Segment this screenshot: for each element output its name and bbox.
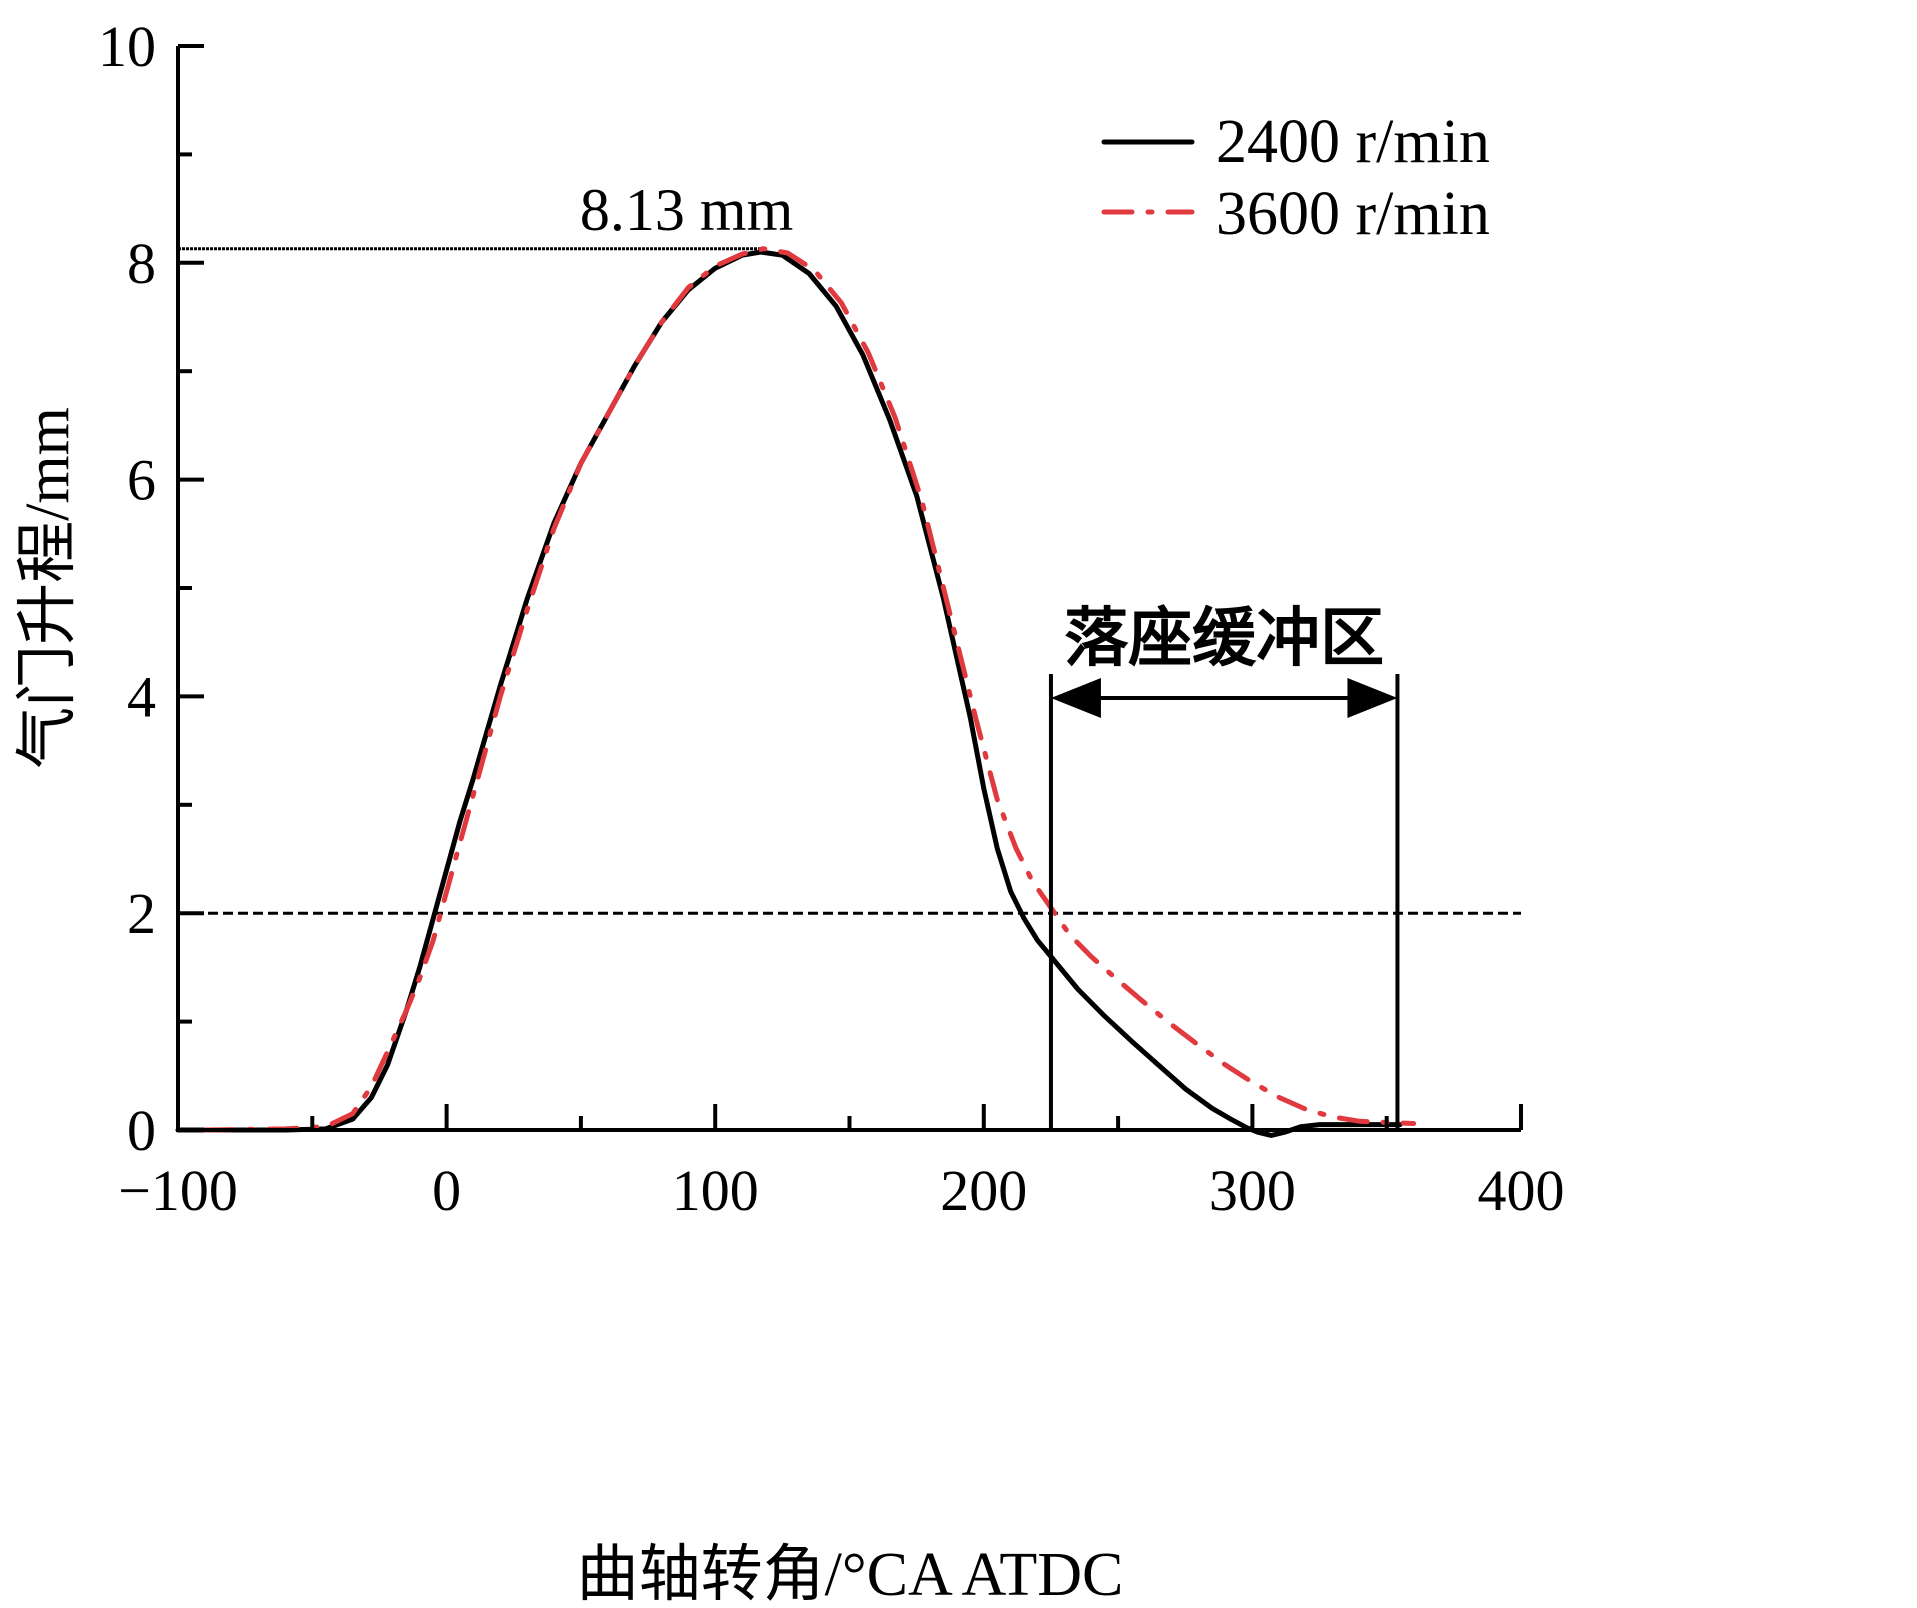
series-line-3600 — [202, 246, 1417, 1133]
peak-annotation: 8.13 mm — [580, 177, 793, 243]
y-tick-label: 0 — [127, 1098, 156, 1163]
legend-label-3600: 3600 r/min — [1216, 180, 1490, 248]
series-line-2400 — [175, 249, 1403, 1138]
y-tick-label: 2 — [127, 881, 156, 946]
x-axis-title: 曲轴转角/°CA ATDC — [577, 1541, 1124, 1608]
y-tick-labels: 0 2 4 6 8 10 — [98, 14, 156, 1163]
y-tick-label: 10 — [98, 14, 156, 79]
y-axis-title: 气门升程/mm — [14, 407, 82, 769]
x-tick-label: 400 — [1478, 1158, 1565, 1223]
y-ticks — [178, 44, 204, 1132]
x-tick-label: 100 — [672, 1158, 759, 1223]
x-tick-label: 0 — [432, 1158, 461, 1223]
buffer-zone-label: 落座缓冲区 — [1064, 601, 1384, 676]
arrow-right-icon — [1347, 678, 1398, 718]
y-tick-label: 6 — [127, 448, 156, 513]
y-tick-label: 4 — [127, 664, 156, 729]
arrow-left-icon — [1050, 678, 1101, 718]
x-tick-label: 300 — [1209, 1158, 1296, 1223]
y-tick-label: 8 — [127, 231, 156, 296]
x-tick-labels: −100 0 100 200 300 400 — [118, 1158, 1564, 1223]
x-tick-label: 200 — [940, 1158, 1027, 1223]
x-ticks — [176, 1104, 1523, 1130]
legend: 2400 r/min 3600 r/min — [1101, 108, 1490, 248]
legend-label-2400: 2400 r/min — [1216, 108, 1490, 176]
x-tick-label: −100 — [118, 1158, 238, 1223]
